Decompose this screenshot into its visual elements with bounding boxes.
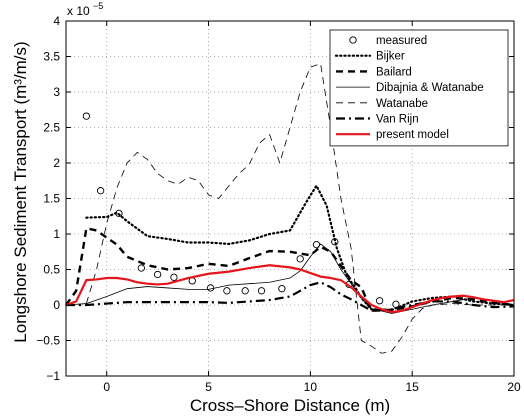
measured-point (137, 264, 145, 272)
legend-label-present-model: present model (376, 129, 449, 141)
legend-label-watanabe: Watanabe (376, 98, 428, 110)
legend-label-measured: measured (376, 35, 427, 47)
measured-point (241, 287, 249, 295)
legend-label-van-rijn: Van Rijn (376, 114, 419, 126)
series-line-watanabe (85, 63, 514, 354)
x-tick-label: 15 (406, 380, 420, 394)
y-tick-label: 0.5 (43, 263, 60, 277)
measured-point (296, 255, 304, 263)
x-tick-label: 20 (507, 380, 521, 394)
measured-point (96, 187, 105, 195)
x-tick-label: 10 (304, 380, 318, 394)
y-tick-label: 1.5 (43, 192, 60, 206)
y-tick-label: 3 (53, 85, 60, 99)
series-line-dibajnia-watanabe (65, 243, 515, 314)
y-axis-label: Longshore Sediment Transport (m³/m/s) (11, 41, 30, 342)
legend-box (329, 29, 509, 147)
series-line-present-model (65, 264, 515, 314)
y-tick-label: 2.5 (43, 121, 60, 135)
measured-point (170, 273, 178, 281)
y-multiplier-label: x 10 −5 (67, 1, 103, 18)
measured-point (375, 297, 384, 305)
legend: measured Bijker Bailard Dibajnia & Watanabe… (329, 29, 509, 147)
measured-point (153, 270, 162, 279)
measured-point (278, 285, 286, 293)
y-tick-label: 0 (53, 298, 60, 312)
measured-point (82, 112, 91, 120)
y-tick-label: 1 (53, 227, 60, 241)
legend-swatch-measured (349, 36, 357, 44)
legend-label-bailard: Bailard (376, 66, 412, 78)
measured-point (223, 287, 231, 295)
series-line-bailard (65, 227, 515, 312)
plot-area (65, 63, 516, 354)
axis-ticks: 0 5 10 15 20 −1 −0.5 0 0.5 1 1.5 2 2.5 3 3.5 4 (36, 14, 521, 394)
y-tick-label: 2 (53, 156, 60, 170)
measured-point (257, 287, 266, 295)
y-tick-label: −0.5 (36, 334, 60, 348)
x-tick-label: 0 (103, 380, 110, 394)
x-axis-label: Cross–Shore Distance (m) (190, 396, 390, 415)
x-tick-label: 5 (205, 380, 212, 394)
series-line-bijker (85, 184, 516, 312)
series-line-van-rijn (66, 281, 515, 312)
y-tick-label: −1 (46, 369, 60, 383)
y-tick-label: 3.5 (43, 50, 60, 64)
legend-label-dibajnia-watanabe: Dibajnia & Watanabe (376, 82, 484, 94)
legend-label-bijker: Bijker (376, 51, 405, 63)
y-tick-label: 4 (53, 14, 60, 28)
